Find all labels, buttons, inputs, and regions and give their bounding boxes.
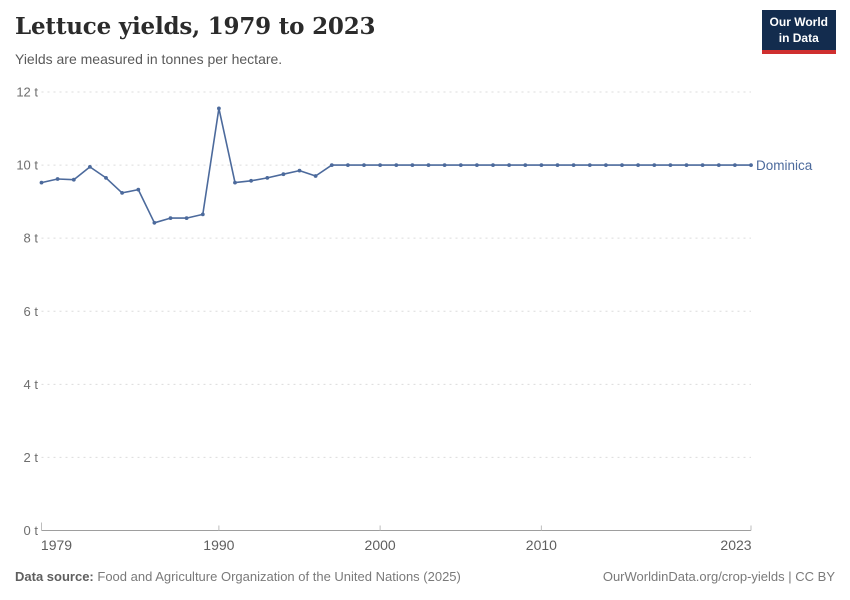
- data-point: [233, 180, 237, 185]
- data-point: [104, 176, 108, 180]
- data-point: [652, 163, 657, 168]
- x-tick-label: 2010: [526, 537, 557, 553]
- data-point: [668, 163, 673, 168]
- data-point: [733, 163, 737, 168]
- data-source-text: Food and Agriculture Organization of the…: [97, 569, 461, 584]
- data-point: [265, 176, 270, 180]
- logo-line-1: Our World: [769, 15, 828, 29]
- data-point: [136, 187, 141, 192]
- data-point: [120, 191, 124, 195]
- data-point: [523, 163, 528, 168]
- data-point: [313, 174, 318, 178]
- data-point: [700, 163, 705, 168]
- x-tick-label: 1990: [203, 537, 234, 553]
- data-point: [217, 106, 221, 111]
- data-point: [458, 163, 463, 168]
- data-point: [620, 163, 624, 168]
- data-point: [39, 180, 44, 185]
- data-point: [329, 163, 334, 168]
- x-tick-label: 2000: [365, 537, 396, 553]
- x-tick-label: 2023: [720, 537, 751, 553]
- data-point: [507, 163, 511, 168]
- data-point: [249, 178, 254, 183]
- data-point: [297, 168, 302, 173]
- data-point: [587, 163, 592, 168]
- data-point: [716, 163, 721, 168]
- data-point: [200, 212, 205, 217]
- owid-logo: Our World in Data: [761, 10, 836, 55]
- data-point: [442, 163, 447, 168]
- y-tick-label: 12 t: [16, 85, 38, 100]
- data-point: [394, 163, 399, 168]
- data-source-label: Data source:: [15, 569, 94, 584]
- y-tick-label: 2 t: [24, 450, 39, 465]
- data-point: [346, 163, 350, 168]
- data-point: [539, 163, 544, 168]
- y-tick-label: 0 t: [24, 523, 39, 538]
- x-tick-label: 1979: [41, 537, 72, 553]
- logo-line-2: in Data: [778, 30, 819, 45]
- data-point: [55, 177, 60, 181]
- y-tick-label: 4 t: [24, 377, 39, 392]
- data-point: [684, 163, 689, 168]
- data-point: [88, 165, 92, 169]
- data-point: [426, 163, 431, 168]
- data-point: [184, 216, 189, 221]
- data-point: [362, 163, 366, 168]
- chart-title: Lettuce yields, 1979 to 2023: [15, 13, 376, 40]
- attribution: OurWorldinData.org/crop-yields | CC BY: [602, 569, 835, 584]
- data-point: [636, 163, 640, 168]
- data-point: [604, 163, 608, 168]
- data-point: [491, 163, 495, 168]
- y-tick-label: 10 t: [16, 158, 38, 173]
- data-point: [571, 163, 576, 168]
- entity-label: Dominica: [756, 158, 813, 173]
- data-point: [168, 216, 173, 221]
- data-point: [152, 220, 157, 225]
- data-point: [281, 172, 286, 177]
- chart-footer: Data source: Food and Agriculture Organi…: [15, 569, 835, 584]
- data-point: [555, 163, 560, 168]
- y-tick-label: 8 t: [24, 231, 39, 246]
- data-point: [749, 163, 753, 168]
- chart-subtitle: Yields are measured in tonnes per hectar…: [15, 51, 283, 67]
- data-point: [71, 177, 76, 182]
- data-point: [475, 163, 479, 168]
- data-source: Data source: Food and Agriculture Organi…: [15, 569, 461, 584]
- data-point: [410, 163, 415, 168]
- y-tick-label: 6 t: [24, 304, 39, 319]
- data-point: [378, 163, 382, 168]
